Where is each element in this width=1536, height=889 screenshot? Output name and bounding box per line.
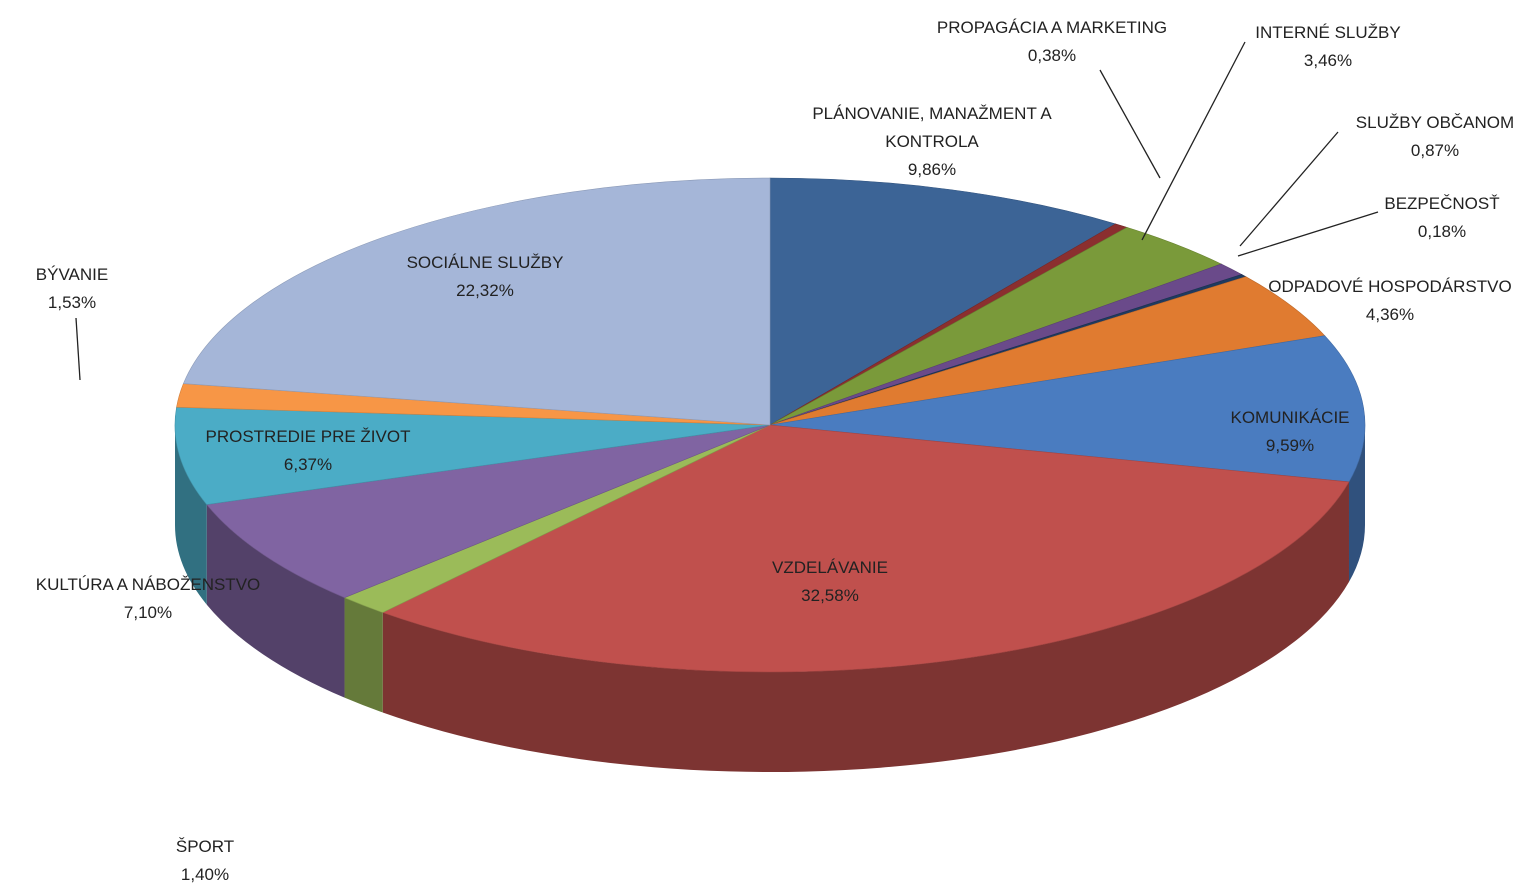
slice-sides (175, 425, 1365, 773)
data-label: PROPAGÁCIA A MARKETING 0,38% (902, 14, 1202, 70)
slice-name: ODPADOVÉ HOSPODÁRSTVO (1268, 277, 1512, 296)
slice-percent: 3,46% (1303, 51, 1353, 70)
data-label: BÝVANIE 1,53% (0, 261, 152, 317)
slice-side (175, 425, 207, 605)
data-label: INTERNÉ SLUŽBY 3,46% (1218, 19, 1438, 75)
data-label: SLUŽBY OBČANOM 0,87% (1325, 109, 1536, 165)
slice-name: KULTÚRA A NÁBOŽENSTVO (35, 575, 261, 594)
slice-percent: 0,87% (1410, 141, 1460, 160)
slice-side (1348, 425, 1365, 582)
data-label: KOMUNIKÁCIE 9,59% (1190, 404, 1390, 460)
slice-percent: 0,18% (1417, 222, 1467, 241)
data-label: KULTÚRA A NÁBOŽENSTVO 7,10% (0, 571, 298, 627)
data-label: SOCIÁLNE SLUŽBY 22,32% (355, 249, 615, 305)
data-label: PLÁNOVANIE, MANAŽMENT A KONTROLA 9,86% (772, 100, 1092, 184)
slice-percent: 1,40% (180, 865, 230, 884)
leader-line (1099, 69, 1161, 179)
slice-tops (174, 177, 1366, 673)
slice-percent: 7,10% (123, 603, 173, 622)
slice-percent: 9,86% (907, 160, 957, 179)
slice-name: BÝVANIE (35, 265, 109, 284)
slice (381, 424, 1350, 673)
slice (769, 276, 1326, 426)
slice (769, 177, 1117, 426)
slice-side (344, 597, 383, 713)
slice (206, 424, 771, 598)
leader-lines (75, 41, 1379, 381)
slice (174, 406, 771, 505)
slice-name: INTERNÉ SLUŽBY (1255, 23, 1401, 42)
leader-line (1141, 41, 1246, 241)
slice-name: PROSTREDIE PRE ŽIVOT (205, 427, 411, 446)
slice-name: KOMUNIKÁCIE (1230, 408, 1350, 427)
slice-name: ŠPORT (175, 837, 235, 856)
slice-percent: 32,58% (801, 586, 859, 605)
slice-name: SOCIÁLNE SLUŽBY (406, 253, 564, 272)
slice (769, 335, 1366, 483)
leader-line (1237, 211, 1379, 257)
slice-name: PROPAGÁCIA A MARKETING (936, 18, 1168, 37)
slice-percent: 9,59% (1265, 436, 1315, 455)
slice-percent: 4,36% (1365, 305, 1415, 324)
leader-line (1239, 131, 1339, 247)
data-label: ODPADOVÉ HOSPODÁRSTVO 4,36% (1240, 273, 1536, 329)
slice-percent: 1,53% (47, 293, 97, 312)
data-label: PROSTREDIE PRE ŽIVOT 6,37% (168, 423, 448, 479)
data-label: BEZPEČNOSŤ 0,18% (1342, 190, 1536, 246)
slice-percent: 22,32% (456, 281, 514, 300)
slice-percent: 0,38% (1027, 46, 1077, 65)
slice-name: PLÁNOVANIE, MANAŽMENT A KONTROLA (812, 104, 1052, 151)
slice-name: BEZPEČNOSŤ (1384, 194, 1500, 213)
data-label: ŠPORT 1,40% (145, 833, 265, 889)
slice-percent: 6,37% (283, 455, 333, 474)
leader-line (75, 317, 81, 381)
slice-side (206, 504, 345, 698)
slice (182, 177, 771, 426)
slice-name: VZDELÁVANIE (772, 558, 888, 577)
data-label: VZDELÁVANIE 32,58% (710, 554, 950, 610)
slice-name: SLUŽBY OBČANOM (1355, 113, 1515, 132)
slice-side (382, 481, 1349, 773)
